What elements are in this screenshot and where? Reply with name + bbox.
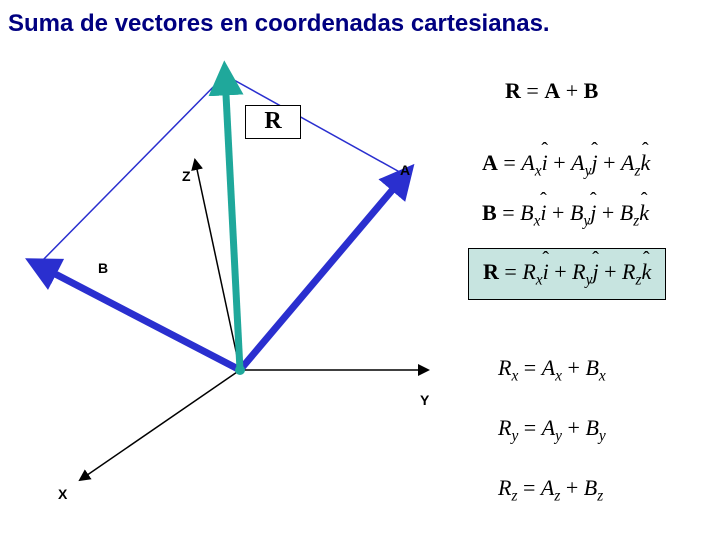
eq-rx: Rx = Ax + Bx xyxy=(498,355,606,385)
origin-dot xyxy=(235,365,245,375)
vector-r-label-box: R xyxy=(245,105,301,139)
vector-a xyxy=(240,175,405,370)
eq-rz: Rz = Az + Bz xyxy=(498,475,603,505)
vector-r xyxy=(225,75,240,370)
vector-b xyxy=(38,265,240,370)
eq-b-components: B = Bxi + Byj + Bzk xyxy=(482,200,649,230)
eq-ry: Ry = Ay + By xyxy=(498,415,606,445)
axis-x xyxy=(80,370,240,480)
eq-r-components-box: R = Rxi + Ryj + Rzk xyxy=(468,248,666,300)
eq-r-sum: R = A + B xyxy=(505,78,598,104)
eq-a-components: A = Axi + Ayj + Azk xyxy=(482,150,650,180)
